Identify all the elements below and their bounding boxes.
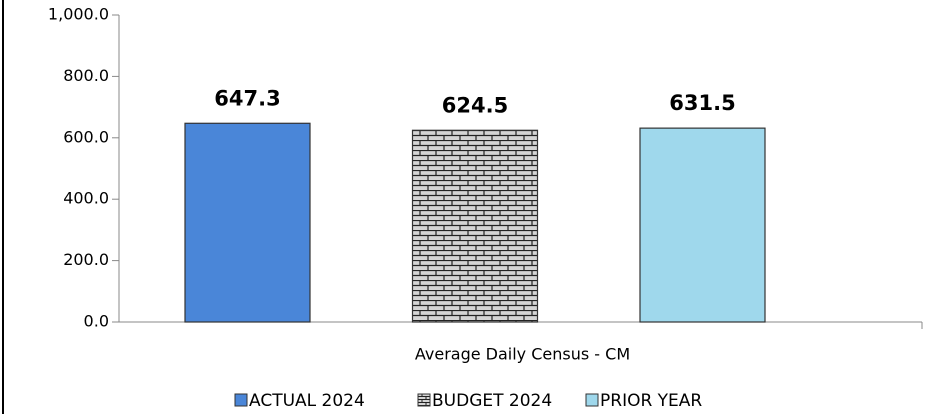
legend-label: ACTUAL 2024	[249, 391, 365, 411]
bar	[411, 129, 539, 323]
legend-swatch	[234, 393, 248, 407]
y-tick-label: 1,000.0	[48, 5, 109, 24]
bar	[184, 122, 311, 323]
y-tick-label: 800.0	[63, 66, 109, 85]
y-tick-label: 400.0	[63, 189, 109, 208]
y-tick-label: 600.0	[63, 127, 109, 146]
legend-swatch	[417, 393, 431, 407]
y-tick-label: 200.0	[63, 250, 109, 269]
y-tick-label: 0.0	[84, 312, 109, 331]
value-label: 631.5	[669, 91, 735, 115]
legend-label: BUDGET 2024	[432, 391, 552, 411]
value-label: 647.3	[214, 86, 280, 110]
bar	[639, 127, 766, 323]
legend-swatch	[585, 393, 599, 407]
value-label: 624.5	[442, 93, 508, 117]
x-tick-label: Average Daily Census - CM	[415, 345, 630, 364]
legend-label: PRIOR YEAR	[600, 391, 702, 411]
